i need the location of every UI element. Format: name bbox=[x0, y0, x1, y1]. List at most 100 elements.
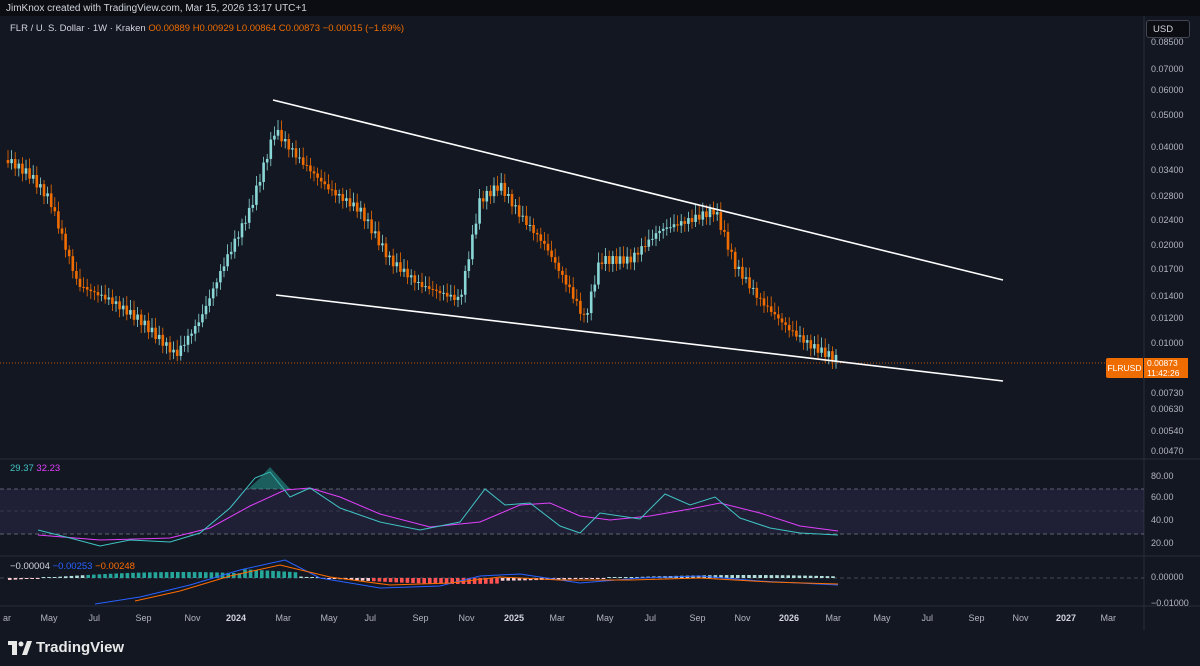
candle-body bbox=[35, 175, 39, 188]
candle-body bbox=[42, 184, 46, 197]
candle-body bbox=[154, 327, 157, 340]
candle-body bbox=[503, 182, 507, 196]
candle-body bbox=[813, 344, 816, 349]
symbol-legend[interactable]: FLR / U. S. Dollar · 1W · Kraken O0.0088… bbox=[10, 23, 404, 34]
candle-body bbox=[582, 313, 586, 315]
macd-histogram-bar bbox=[736, 575, 740, 578]
macd-histogram-bar bbox=[764, 575, 768, 578]
candle-body bbox=[694, 214, 697, 222]
time-axis-label: Nov bbox=[458, 613, 475, 623]
macd-histogram-bar bbox=[439, 578, 443, 584]
macd-histogram-bar bbox=[797, 575, 802, 578]
candle-body bbox=[514, 205, 517, 207]
candle-body bbox=[294, 148, 298, 158]
candle-body bbox=[636, 252, 640, 255]
candle-body bbox=[136, 314, 139, 320]
rsi-group bbox=[37, 467, 839, 547]
macd-histogram-bar bbox=[444, 578, 449, 584]
rsi-value: 29.37 bbox=[10, 463, 34, 474]
time-axis-label: Mar bbox=[1100, 613, 1117, 623]
time-axis-label: 2025 bbox=[504, 613, 525, 623]
macd-value: −0.00253 bbox=[52, 561, 93, 572]
candle-body bbox=[96, 292, 100, 296]
price-axis-label: 0.02800 bbox=[1151, 191, 1184, 201]
candle-body bbox=[496, 185, 499, 191]
macd-histogram-bar bbox=[635, 576, 639, 578]
macd-histogram-bar bbox=[52, 577, 57, 578]
candle-body bbox=[262, 162, 265, 182]
time-axis-label: May bbox=[40, 613, 58, 623]
candle-body bbox=[21, 163, 24, 174]
candle-body bbox=[139, 314, 143, 326]
candle-body bbox=[24, 168, 28, 174]
macd-histogram-bar bbox=[209, 572, 214, 578]
rsi-axis-label: 20.00 bbox=[1151, 538, 1174, 548]
candle-body bbox=[222, 266, 226, 271]
candle-body bbox=[463, 270, 467, 295]
macd-histogram-bar bbox=[719, 575, 723, 578]
macd-histogram-bar bbox=[192, 572, 197, 578]
candle-body bbox=[305, 164, 309, 166]
upper-trendline[interactable] bbox=[272, 99, 1004, 281]
macd-histogram-bar bbox=[428, 578, 432, 584]
candle-body bbox=[651, 238, 654, 240]
candle-body bbox=[622, 256, 625, 264]
price-axis-label: 0.01000 bbox=[1151, 338, 1184, 348]
candle-body bbox=[571, 287, 575, 299]
macd-histogram-bar bbox=[75, 575, 79, 578]
currency-button[interactable]: USD bbox=[1146, 20, 1190, 38]
candle-body bbox=[769, 306, 773, 313]
candle-body bbox=[355, 202, 359, 212]
macd-histogram-bar bbox=[411, 578, 415, 584]
tradingview-brand: TradingView bbox=[36, 639, 125, 656]
rsi-ma-line bbox=[37, 487, 839, 541]
macd-histogram-bar bbox=[226, 572, 230, 578]
candle-body bbox=[111, 297, 114, 304]
lower-trendline[interactable] bbox=[275, 294, 1004, 382]
macd-histogram-bar bbox=[170, 572, 174, 578]
candle-body bbox=[157, 334, 161, 340]
macd-histogram-bar bbox=[131, 572, 135, 578]
candle-body bbox=[561, 270, 564, 275]
candle-body bbox=[384, 243, 388, 258]
macd-histogram-bar bbox=[590, 578, 594, 579]
candle-body bbox=[816, 344, 820, 353]
candle-body bbox=[640, 246, 643, 255]
macd-histogram-bar bbox=[198, 572, 202, 578]
candle-body bbox=[150, 327, 154, 333]
macd-histogram-bar bbox=[489, 578, 494, 584]
candle-body bbox=[791, 330, 795, 332]
time-axis-label: 2024 bbox=[226, 613, 247, 623]
macd-histogram-bar bbox=[752, 575, 757, 578]
rsi-axis-label: 40.00 bbox=[1151, 515, 1174, 525]
candle-body bbox=[805, 340, 809, 343]
candle-body bbox=[507, 194, 510, 196]
rsi-band bbox=[0, 489, 1144, 534]
macd-histogram-bar bbox=[114, 573, 118, 578]
price-tag-countdown: 11:42:26 bbox=[1147, 368, 1180, 378]
candle-body bbox=[323, 181, 327, 185]
candle-body bbox=[229, 251, 233, 255]
candle-body bbox=[121, 305, 125, 310]
candle-body bbox=[13, 159, 17, 169]
candle-body bbox=[348, 198, 352, 207]
macd-legend[interactable]: −0.00004 −0.00253 −0.00248 bbox=[10, 561, 135, 572]
candle-body bbox=[607, 256, 611, 264]
candle-body bbox=[661, 228, 665, 231]
candle-body bbox=[366, 219, 370, 222]
tradingview-logo[interactable]: TradingView bbox=[8, 639, 124, 656]
macd-histogram-bar bbox=[523, 578, 527, 581]
macd-histogram-bar bbox=[47, 577, 51, 578]
candle-body bbox=[654, 233, 658, 239]
macd-histogram-bar bbox=[388, 578, 393, 583]
candle-body bbox=[183, 344, 186, 346]
macd-histogram-bar bbox=[517, 578, 522, 581]
candle-body bbox=[143, 320, 147, 326]
candle-body bbox=[492, 185, 496, 197]
candle-body bbox=[352, 202, 355, 207]
legend-high: H0.00929 bbox=[192, 23, 234, 34]
macd-histogram-bar bbox=[97, 574, 102, 578]
price-axis-label: 0.01700 bbox=[1151, 264, 1184, 274]
rsi-legend[interactable]: 29.37 32.23 bbox=[10, 463, 60, 474]
